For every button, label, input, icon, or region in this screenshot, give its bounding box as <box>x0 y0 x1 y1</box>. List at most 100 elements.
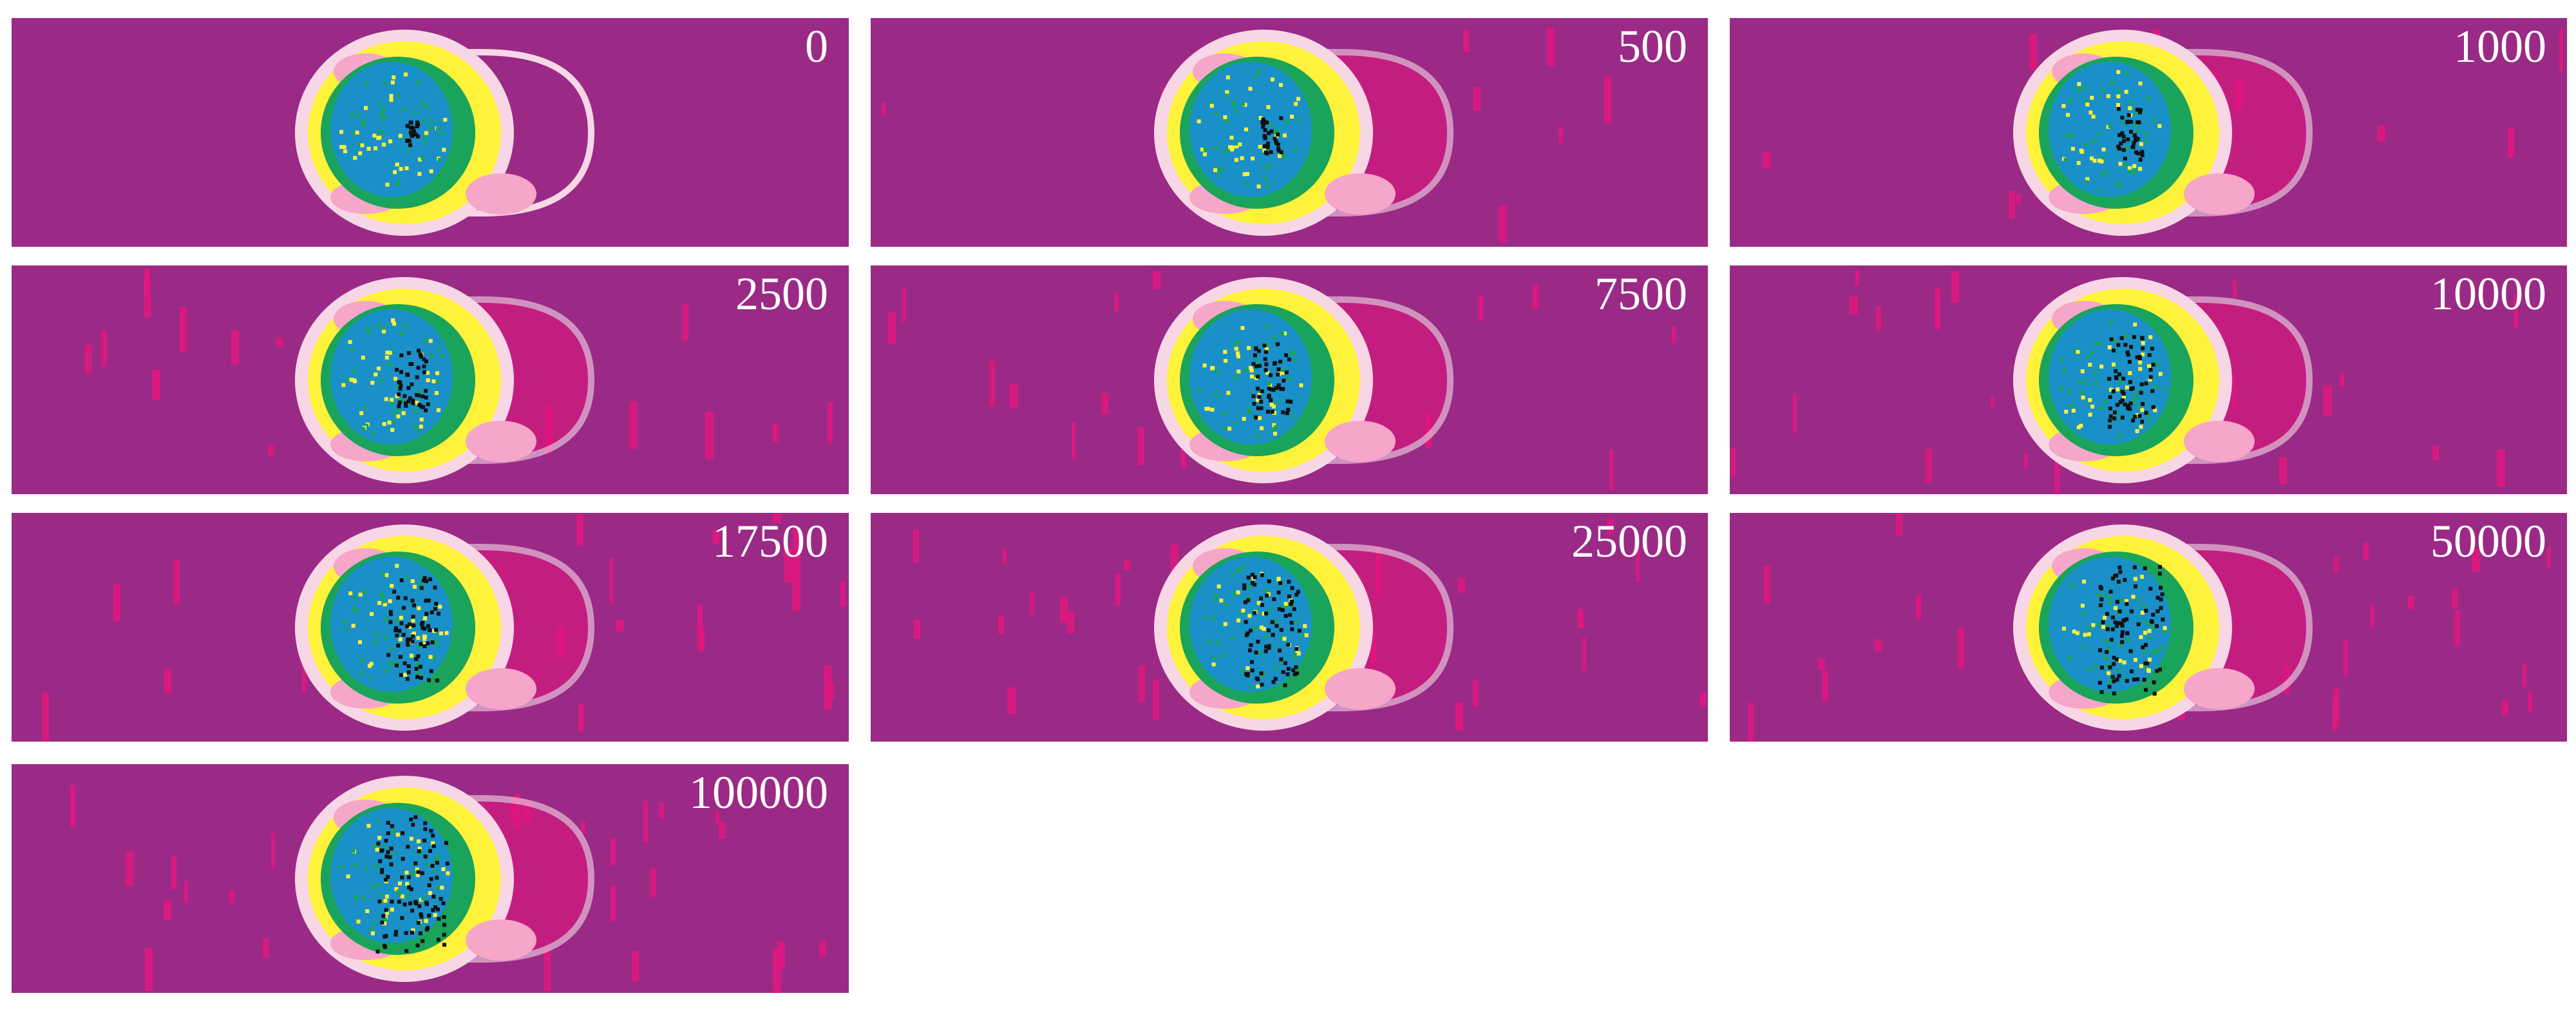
dark-core-cell <box>2107 377 2111 381</box>
streak-mark <box>70 785 75 827</box>
streak-mark <box>2279 457 2287 484</box>
core-speckle <box>1210 367 1214 370</box>
streak-mark <box>1818 658 1825 669</box>
core-speckle <box>1289 350 1293 354</box>
dark-core-cell <box>2140 420 2144 424</box>
dark-core-cell <box>431 895 435 899</box>
dark-core-cell <box>419 665 422 669</box>
core-speckle <box>2100 160 2104 164</box>
dark-core-cell <box>2161 618 2164 622</box>
dark-core-cell <box>1269 374 1273 378</box>
dark-core-cell <box>404 401 408 405</box>
dark-core-cell <box>1272 597 1276 601</box>
dark-core-cell <box>2122 135 2126 139</box>
core-speckle <box>392 419 395 423</box>
core-speckle <box>2140 575 2144 579</box>
core-speckle <box>1219 599 1223 602</box>
streak-mark <box>2508 128 2514 158</box>
core-speckle <box>2119 162 2123 166</box>
panel-label: 50000 <box>2430 518 2546 564</box>
streak-mark <box>705 412 714 459</box>
dark-core-cell <box>1253 611 1256 615</box>
dark-core-cell <box>417 849 421 853</box>
core-speckle <box>1250 369 1254 372</box>
dark-core-cell <box>433 607 437 611</box>
dark-core-cell <box>2136 677 2139 681</box>
dark-core-cell <box>1259 597 1263 601</box>
core-speckle <box>417 840 421 843</box>
dark-core-cell <box>2122 139 2126 143</box>
core-speckle <box>419 390 422 394</box>
streak-mark <box>1458 578 1465 593</box>
core-speckle <box>2116 70 2120 74</box>
dark-core-cell <box>425 902 429 906</box>
core-speckle <box>377 136 381 140</box>
core-speckle <box>1242 417 1246 421</box>
core-speckle <box>2108 345 2112 349</box>
streak-mark <box>2502 700 2508 716</box>
dark-core-cell <box>442 943 446 947</box>
core-speckle <box>1247 585 1251 589</box>
core-speckle <box>420 102 424 106</box>
dark-core-cell <box>2117 372 2121 376</box>
dark-core-cell <box>442 933 446 937</box>
core-speckle <box>1203 153 1207 157</box>
core-speckle <box>1224 622 1227 626</box>
dark-core-cell <box>1258 395 1262 399</box>
streak-mark <box>629 401 637 449</box>
core-speckle <box>2115 182 2119 186</box>
core-speckle <box>405 166 409 170</box>
core-speckle <box>442 148 446 152</box>
core-speckle <box>1283 637 1287 641</box>
core-speckle <box>1271 77 1274 81</box>
core-speckle <box>2143 132 2147 136</box>
streak-mark <box>1463 30 1469 52</box>
dark-core-cell <box>1264 151 1268 155</box>
dark-core-cell <box>417 921 421 925</box>
core-speckle <box>433 913 437 917</box>
dark-core-cell <box>1251 573 1255 577</box>
core-speckle <box>2062 627 2066 631</box>
streak-mark <box>271 833 275 868</box>
dark-core-cell <box>1271 410 1274 414</box>
dark-core-cell <box>406 845 410 849</box>
core-speckle <box>379 591 383 595</box>
dark-core-cell <box>409 818 413 822</box>
streak-mark <box>101 331 107 367</box>
core-speckle <box>2099 407 2103 410</box>
streak-mark <box>2454 610 2460 646</box>
core-speckle <box>424 919 428 923</box>
core-speckle <box>2069 133 2073 137</box>
core-speckle <box>384 635 388 639</box>
core-speckle <box>430 119 433 122</box>
streak-mark <box>989 361 995 407</box>
streak-mark <box>1763 152 1770 169</box>
core-speckle <box>1216 640 1220 644</box>
core-speckle <box>382 142 386 146</box>
core-speckle <box>2088 111 2092 115</box>
dark-core-cell <box>2158 572 2162 575</box>
dark-core-cell <box>399 370 403 374</box>
core-speckle <box>2099 189 2103 193</box>
core-speckle <box>373 641 377 645</box>
core-speckle <box>1266 105 1270 109</box>
core-speckle <box>339 145 343 149</box>
dark-core-cell <box>404 597 408 601</box>
dark-core-cell <box>400 916 404 920</box>
streak-mark <box>697 604 703 651</box>
panel-label: 100000 <box>689 769 828 816</box>
core-speckle <box>363 590 366 594</box>
dark-core-cell <box>432 844 436 848</box>
streak-mark <box>1101 393 1108 414</box>
dark-core-cell <box>376 841 380 845</box>
dark-core-cell <box>1260 683 1264 687</box>
dark-core-cell <box>2120 634 2124 638</box>
streak-mark <box>2408 596 2414 609</box>
core-speckle <box>1197 388 1201 392</box>
blue-core <box>1189 62 1312 197</box>
core-speckle <box>1255 360 1259 363</box>
dark-core-cell <box>2141 347 2145 351</box>
core-speckle <box>2068 390 2072 394</box>
streak-mark <box>276 338 283 347</box>
dark-core-cell <box>1264 350 1268 354</box>
